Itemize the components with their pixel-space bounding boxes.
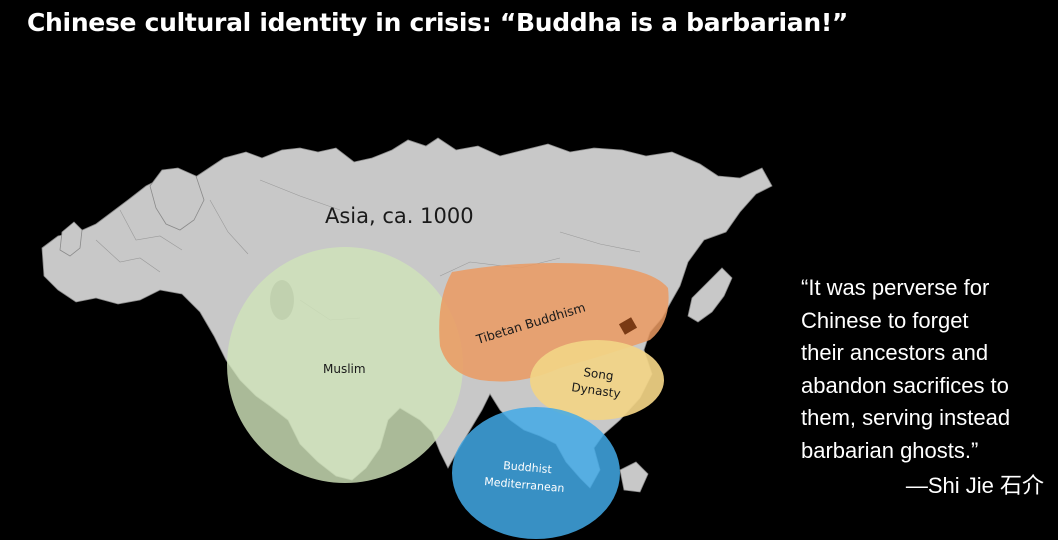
quote: “It was perverse for Chinese to forget t… [801,272,1010,467]
quote-line: them, serving instead [801,402,1010,435]
quote-line: Chinese to forget [801,305,1010,338]
japan [688,268,732,322]
quote-attribution: —Shi Jie 石介 [906,468,1044,500]
quote-line: barbarian ghosts.” [801,435,1010,468]
map-title: Asia, ca. 1000 [325,204,474,228]
quote-line: “It was perverse for [801,272,1010,305]
quote-line: their ancestors and [801,337,1010,370]
muslim-label: Muslim [323,362,366,376]
southeast-islands [620,462,648,492]
quote-line: abandon sacrifices to [801,370,1010,403]
